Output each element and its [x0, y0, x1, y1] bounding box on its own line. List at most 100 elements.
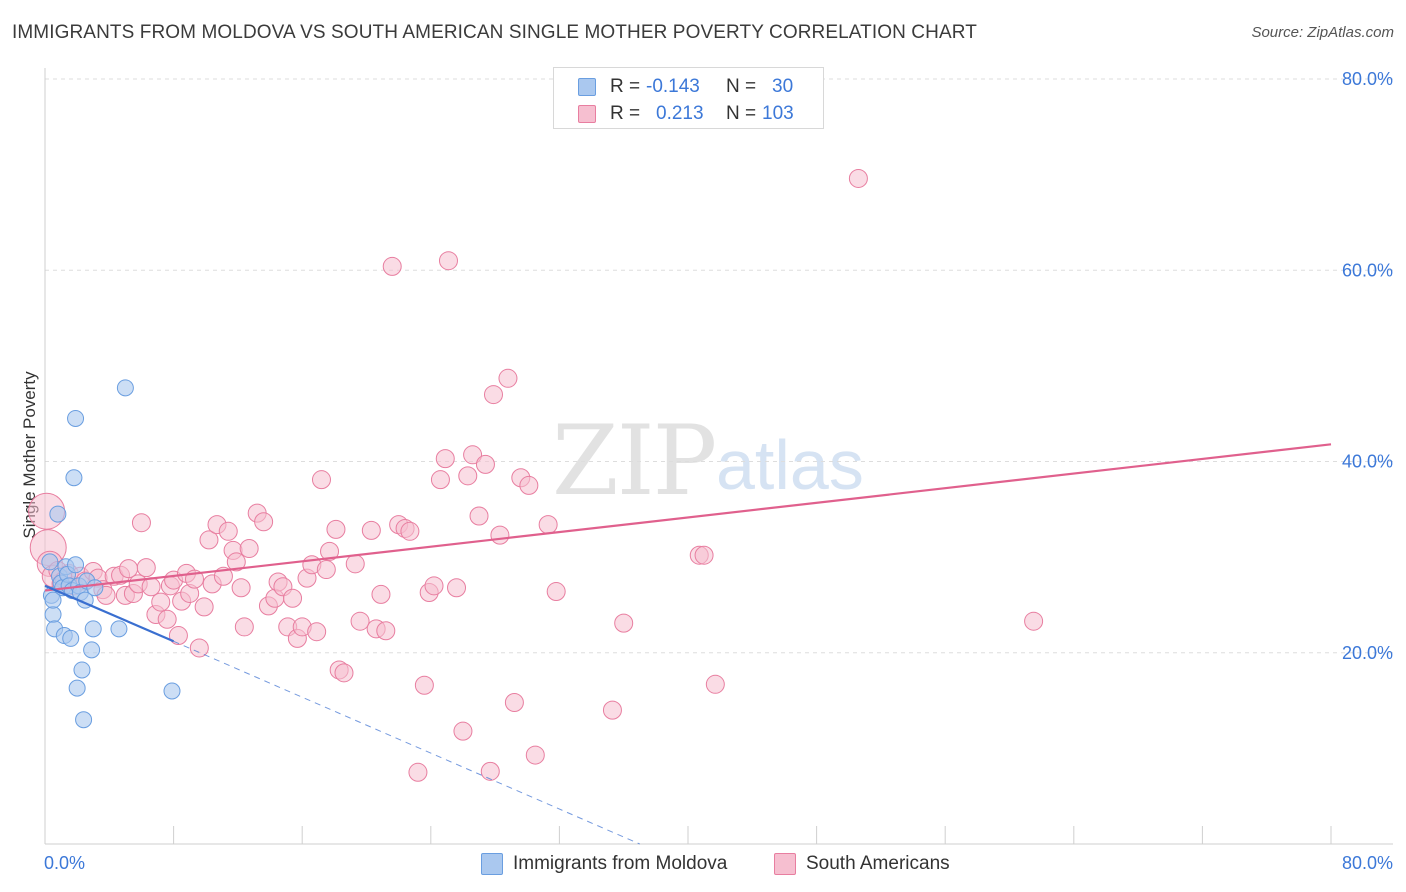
south-americans-point[interactable]	[226, 552, 246, 572]
south-americans-point[interactable]	[382, 256, 402, 276]
south-americans-point[interactable]	[453, 721, 473, 741]
south-americans-point[interactable]	[361, 520, 381, 540]
correlation-legend: R = -0.143 N = 30 R = 0.213 N = 103	[553, 67, 824, 129]
moldova-point[interactable]	[67, 556, 85, 574]
south-americans-point[interactable]	[189, 638, 209, 658]
south-americans-point[interactable]	[614, 613, 634, 633]
legend-swatch-south-americans	[578, 105, 596, 123]
south-americans-point[interactable]	[231, 578, 251, 598]
legend-n-value: 103	[762, 103, 794, 124]
south-americans-point[interactable]	[475, 454, 495, 474]
south-americans-point[interactable]	[705, 674, 725, 694]
south-americans-point[interactable]	[136, 558, 156, 578]
watermark-zip: ZIP	[552, 405, 717, 517]
axes	[44, 68, 1393, 845]
watermark-atlas: atlas	[716, 426, 864, 504]
moldova-point[interactable]	[84, 620, 102, 638]
legend-swatch-moldova	[578, 78, 596, 96]
south-americans-point[interactable]	[400, 521, 420, 541]
legend-r-label: R =	[610, 103, 641, 124]
south-americans-point[interactable]	[458, 466, 478, 486]
bottom-legend-label-south-americans: South Americans	[806, 853, 950, 874]
south-americans-point[interactable]	[490, 525, 510, 545]
moldova-point[interactable]	[83, 641, 101, 659]
moldova-point[interactable]	[163, 682, 181, 700]
south-americans-points	[28, 168, 1044, 782]
south-americans-point[interactable]	[218, 521, 238, 541]
moldova-point[interactable]	[62, 629, 80, 647]
legend-n-value: 30	[772, 76, 794, 97]
south-americans-point[interactable]	[307, 622, 327, 642]
south-americans-point[interactable]	[283, 588, 303, 608]
south-americans-point[interactable]	[334, 663, 354, 683]
moldova-point[interactable]	[116, 379, 134, 397]
south-americans-point[interactable]	[463, 445, 483, 465]
south-americans-point[interactable]	[194, 597, 214, 617]
legend-r-value: 0.213	[656, 103, 704, 124]
south-americans-point[interactable]	[430, 470, 450, 490]
legend-n-label: N =	[726, 103, 757, 124]
south-americans-point[interactable]	[376, 621, 396, 641]
south-americans-point[interactable]	[199, 530, 219, 550]
south-americans-point[interactable]	[602, 700, 622, 720]
south-americans-point[interactable]	[483, 385, 503, 405]
moldova-point[interactable]	[41, 553, 59, 571]
south-americans-point[interactable]	[311, 470, 331, 490]
south-americans-point[interactable]	[1024, 611, 1044, 631]
south-americans-point[interactable]	[435, 449, 455, 469]
south-americans-point[interactable]	[151, 592, 171, 612]
moldova-point[interactable]	[110, 620, 128, 638]
moldova-trend-line	[44, 584, 175, 643]
south-americans-point[interactable]	[119, 559, 139, 579]
bottom-legend-label-moldova: Immigrants from Moldova	[513, 853, 728, 874]
south-americans-point[interactable]	[694, 545, 714, 565]
south-americans-point[interactable]	[424, 576, 444, 596]
moldova-point[interactable]	[49, 505, 67, 523]
south-americans-point[interactable]	[469, 506, 489, 526]
chart-title: IMMIGRANTS FROM MOLDOVA VS SOUTH AMERICA…	[12, 22, 977, 43]
moldova-point[interactable]	[68, 679, 86, 697]
bottom-legend-moldova[interactable]: Immigrants from Moldova	[481, 852, 751, 878]
south-americans-point[interactable]	[525, 745, 545, 765]
south-americans-point[interactable]	[131, 513, 151, 533]
south-americans-point[interactable]	[345, 554, 365, 574]
y-tick-label: 40.0%	[1342, 452, 1393, 472]
south-americans-point[interactable]	[320, 541, 340, 561]
south-americans-point[interactable]	[234, 617, 254, 637]
south-americans-point[interactable]	[254, 512, 274, 532]
south-americans-point[interactable]	[408, 762, 428, 782]
south-americans-point[interactable]	[447, 578, 467, 598]
y-tick-label: 80.0%	[1342, 69, 1393, 89]
south-americans-point[interactable]	[546, 582, 566, 602]
south-americans-point[interactable]	[848, 168, 868, 188]
south-americans-point[interactable]	[504, 692, 524, 712]
south-americans-point[interactable]	[326, 519, 346, 539]
tick-labels: 20.0% 40.0% 60.0% 80.0% 0.0% 80.0%	[44, 69, 1393, 873]
x-tick-label-min: 0.0%	[44, 853, 85, 873]
south-americans-point[interactable]	[519, 475, 539, 495]
moldova-point[interactable]	[65, 469, 83, 487]
legend-r-value: -0.143	[646, 76, 700, 97]
moldova-point[interactable]	[75, 711, 93, 729]
south-americans-point[interactable]	[350, 611, 370, 631]
south-americans-point[interactable]	[168, 626, 188, 646]
south-americans-point[interactable]	[316, 560, 336, 580]
moldova-point[interactable]	[44, 591, 62, 609]
moldova-point[interactable]	[73, 661, 91, 679]
south-americans-point[interactable]	[371, 584, 391, 604]
moldova-point[interactable]	[67, 409, 85, 427]
south-americans-point[interactable]	[538, 515, 558, 535]
south-americans-point[interactable]	[498, 368, 518, 388]
south-americans-point[interactable]	[480, 761, 500, 781]
moldova-point[interactable]	[44, 606, 62, 623]
source-label[interactable]: Source: ZipAtlas.com	[1251, 24, 1394, 41]
bottom-legend-south-americans[interactable]: South Americans	[774, 852, 974, 878]
south-americans-point[interactable]	[239, 539, 259, 559]
south-americans-point[interactable]	[414, 675, 434, 695]
legend-n-label: N =	[726, 76, 757, 97]
moldova-point[interactable]	[86, 579, 104, 597]
south-americans-point[interactable]	[157, 609, 177, 629]
south-americans-point[interactable]	[438, 251, 458, 271]
south-americans-point[interactable]	[141, 577, 161, 597]
